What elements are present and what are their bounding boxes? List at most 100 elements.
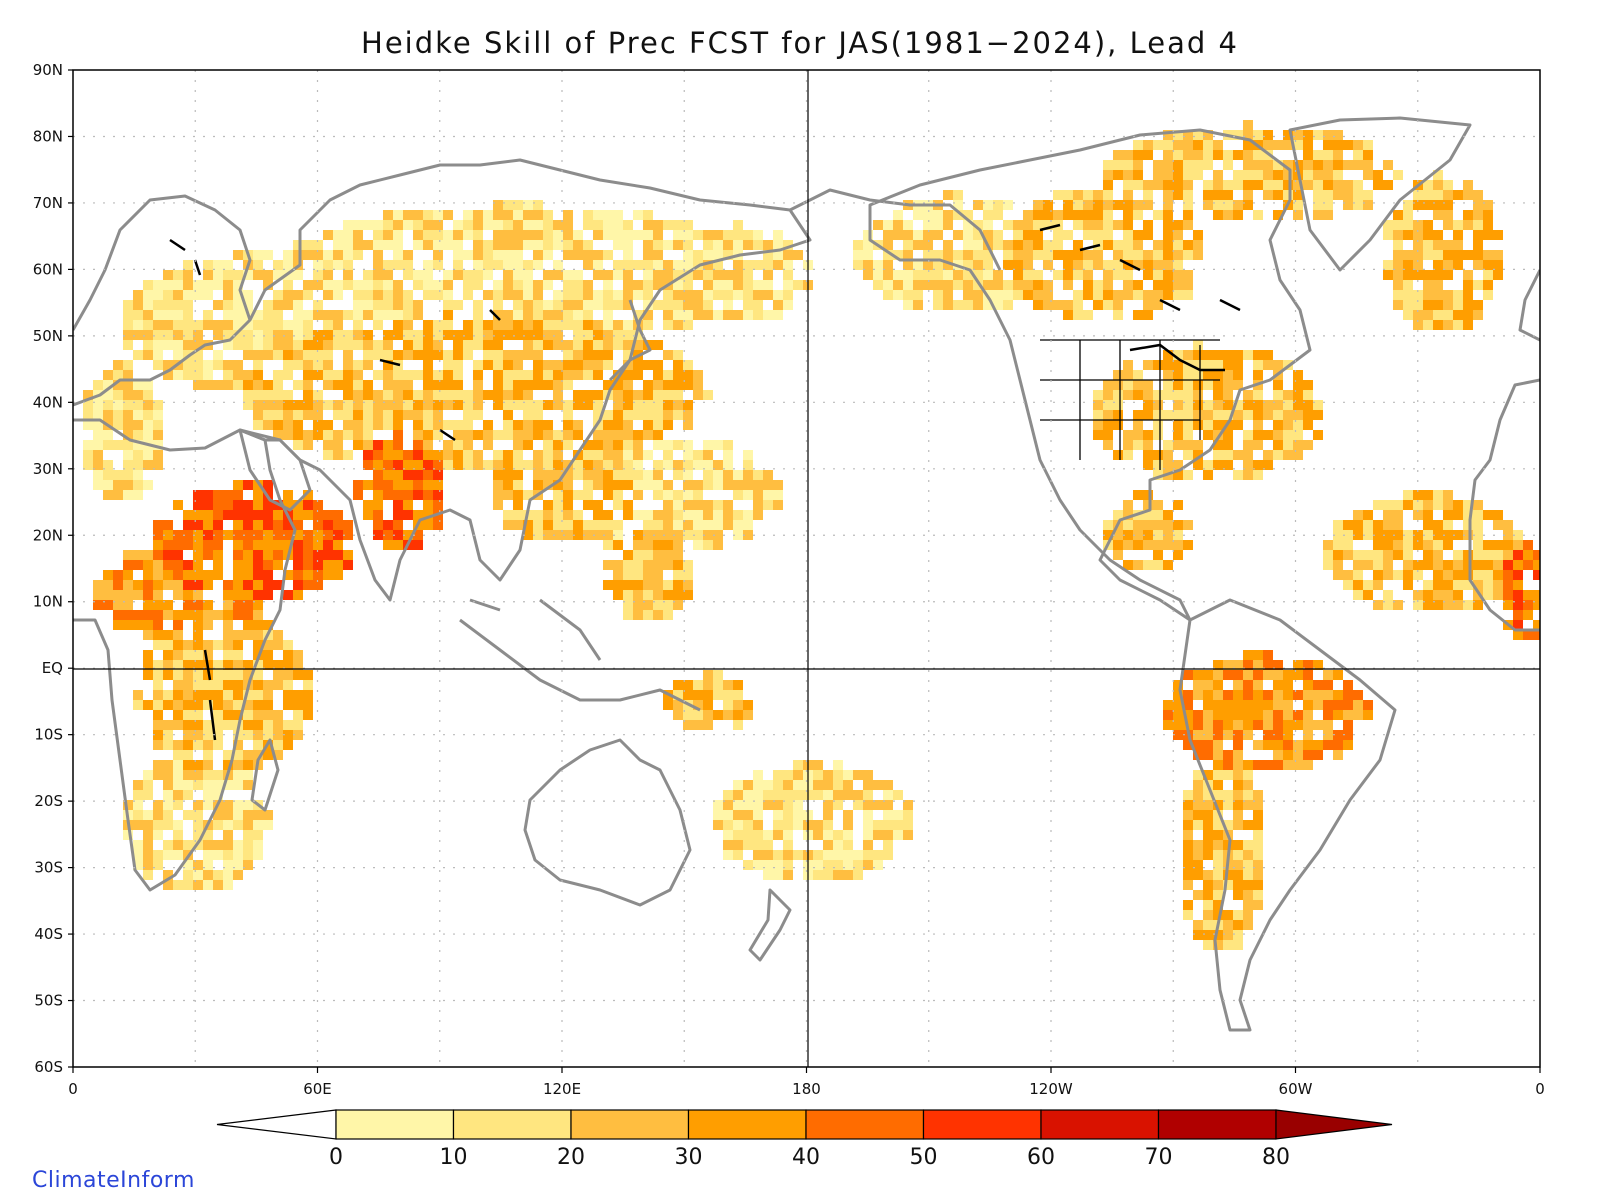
skill-cell (163, 820, 173, 830)
skill-cell (1243, 900, 1253, 910)
skill-cell (423, 470, 433, 480)
skill-cell (643, 290, 653, 300)
skill-cell (333, 520, 343, 530)
skill-cell (963, 260, 973, 270)
skill-cell (143, 310, 153, 320)
skill-cell (373, 220, 383, 230)
skill-cell (1113, 400, 1123, 410)
skill-cell (713, 460, 723, 470)
skill-cell (573, 510, 583, 520)
skill-cell (413, 530, 423, 540)
skill-cell (693, 510, 703, 520)
skill-cell (1453, 320, 1463, 330)
skill-cell (173, 720, 183, 730)
skill-cell (1243, 450, 1253, 460)
skill-cell (563, 270, 573, 280)
skill-cell (1393, 270, 1403, 280)
skill-cell (513, 330, 523, 340)
skill-cell (1423, 230, 1433, 240)
skill-cell (573, 390, 583, 400)
skill-cell (483, 340, 493, 350)
skill-cell (613, 570, 623, 580)
skill-cell (1483, 290, 1493, 300)
skill-cell (553, 300, 563, 310)
skill-cell (133, 810, 143, 820)
skill-cell (1193, 820, 1203, 830)
skill-cell (83, 460, 93, 470)
skill-cell (253, 410, 263, 420)
skill-cell (693, 520, 703, 530)
skill-cell (1173, 690, 1183, 700)
skill-cell (343, 270, 353, 280)
skill-cell (1483, 570, 1493, 580)
skill-cell (533, 370, 543, 380)
skill-cell (403, 450, 413, 460)
skill-cell (1293, 710, 1303, 720)
skill-cell (813, 760, 823, 770)
skill-cell (1173, 540, 1183, 550)
skill-cell (673, 520, 683, 530)
skill-cell (1143, 250, 1153, 260)
skill-cell (533, 430, 543, 440)
skill-cell (703, 240, 713, 250)
skill-cell (343, 530, 353, 540)
skill-cell (733, 680, 743, 690)
skill-cell (323, 440, 333, 450)
skill-cell (253, 320, 263, 330)
skill-cell (1323, 670, 1333, 680)
skill-cell (703, 440, 713, 450)
skill-cell (1003, 290, 1013, 300)
skill-cell (793, 770, 803, 780)
skill-cell (1193, 230, 1203, 240)
skill-cell (1163, 280, 1173, 290)
skill-cell (663, 220, 673, 230)
skill-cell (283, 530, 293, 540)
skill-cell (383, 420, 393, 430)
skill-cell (1093, 210, 1103, 220)
skill-cell (253, 390, 263, 400)
skill-cell (603, 460, 613, 470)
skill-cell (363, 450, 373, 460)
skill-cell (1213, 740, 1223, 750)
skill-cell (703, 280, 713, 290)
skill-cell (583, 490, 593, 500)
skill-cell (173, 670, 183, 680)
skill-cell (1153, 450, 1163, 460)
skill-cell (1403, 500, 1413, 510)
skill-cell (1203, 370, 1213, 380)
skill-cell (1293, 740, 1303, 750)
skill-cell (973, 280, 983, 290)
skill-cell (883, 840, 893, 850)
skill-cell (1203, 400, 1213, 410)
skill-cell (473, 300, 483, 310)
skill-cell (513, 450, 523, 460)
skill-cell (703, 390, 713, 400)
skill-cell (93, 470, 103, 480)
colorbar-swatch (335, 1109, 455, 1140)
skill-cell (1033, 240, 1043, 250)
skill-cell (1183, 130, 1193, 140)
skill-cell (1113, 260, 1123, 270)
skill-cell (213, 820, 223, 830)
skill-cell (163, 760, 173, 770)
skill-cell (1513, 530, 1523, 540)
skill-cell (823, 860, 833, 870)
skill-cell (1443, 220, 1453, 230)
skill-cell (323, 360, 333, 370)
skill-cell (363, 510, 373, 520)
skill-cell (273, 300, 283, 310)
skill-cell (593, 220, 603, 230)
skill-cell (393, 230, 403, 240)
skill-cell (1213, 770, 1223, 780)
skill-cell (683, 510, 693, 520)
skill-cell (313, 240, 323, 250)
skill-cell (213, 850, 223, 860)
skill-cell (1293, 750, 1303, 760)
skill-cell (1313, 400, 1323, 410)
skill-cell (1183, 370, 1193, 380)
skill-cell (1253, 350, 1263, 360)
lon-label: 60E (303, 1080, 332, 1098)
skill-cell (303, 540, 313, 550)
skill-cell (653, 380, 663, 390)
skill-cell (323, 540, 333, 550)
